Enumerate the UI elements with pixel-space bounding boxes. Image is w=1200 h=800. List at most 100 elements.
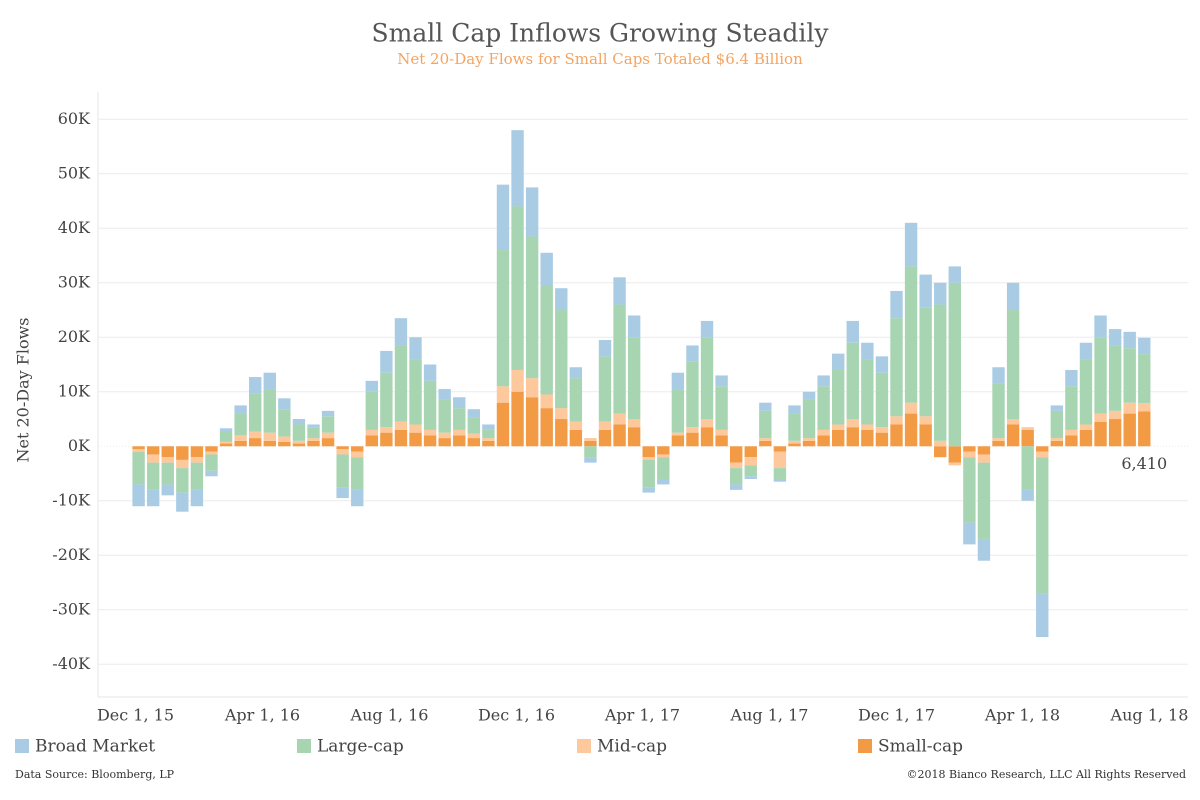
bar-segment	[759, 438, 772, 441]
bar-segment	[861, 359, 874, 425]
bar-segment	[409, 432, 422, 447]
bar-segment	[729, 446, 743, 463]
bar-segment	[307, 427, 320, 439]
bar-segment	[365, 380, 378, 392]
bar-segment	[409, 337, 422, 360]
bar-segment	[861, 429, 874, 447]
bar-segment	[1123, 402, 1136, 414]
x-tick-label: Apr 1, 17	[604, 706, 680, 725]
bar-segment	[759, 410, 772, 439]
bar-segment	[205, 451, 218, 455]
bar-segment	[234, 440, 247, 447]
bar-segment	[219, 443, 233, 447]
bar-segment	[773, 468, 787, 479]
bar-segment	[380, 350, 393, 373]
bar-segment	[584, 446, 597, 458]
bar-segment	[1021, 427, 1034, 430]
bar-segment	[1108, 329, 1122, 346]
x-tick-label: Dec 1, 17	[858, 706, 935, 725]
bar-segment	[627, 419, 641, 428]
bar-segment	[409, 359, 422, 425]
bar-segment	[729, 462, 743, 469]
bar-segment	[802, 391, 816, 400]
bar-segment	[788, 443, 801, 447]
bar-segment	[627, 315, 641, 338]
bar-segment	[438, 438, 451, 447]
bar-segment	[365, 391, 378, 430]
bar-segment	[249, 438, 262, 447]
bar-segment	[569, 429, 583, 447]
bar-segment	[409, 424, 422, 433]
bar-segment	[817, 375, 830, 387]
bar-segment	[598, 339, 612, 357]
bar-segment	[832, 369, 845, 425]
bar-segment	[1079, 342, 1093, 360]
y-tick-label: -10K	[52, 490, 91, 509]
y-tick-label: 0K	[68, 436, 91, 455]
bar-segment	[132, 451, 145, 485]
bar-segment	[1138, 337, 1151, 355]
bar-segment	[190, 457, 204, 463]
bar-segment	[788, 405, 801, 414]
legend-swatch	[297, 739, 311, 753]
bar-segment	[613, 304, 626, 414]
bar-segment	[1094, 421, 1107, 447]
legend-label: Broad Market	[35, 737, 155, 757]
chart-subtitle: Net 20-Day Flows for Small Caps Totaled …	[397, 50, 803, 68]
bar-segment	[729, 468, 743, 485]
bar-segment	[1094, 337, 1107, 414]
bar-segment	[1050, 405, 1064, 411]
legend-swatch	[15, 739, 29, 753]
bar-segment	[569, 367, 583, 379]
bar-segment	[1138, 354, 1151, 404]
bar-segment	[525, 236, 539, 379]
bar-segment	[1123, 331, 1136, 349]
bar-segment	[846, 342, 859, 420]
bar-segment	[540, 252, 553, 286]
bar-segment	[875, 356, 889, 373]
bar-segment	[657, 446, 670, 455]
bar-segment	[890, 290, 903, 319]
bar-segment	[977, 446, 991, 455]
bar-segment	[336, 487, 349, 499]
bar-segment	[249, 377, 262, 394]
bar-segment	[321, 410, 335, 417]
bar-segment	[861, 342, 874, 360]
bar-segment	[1006, 310, 1020, 420]
bar-segment	[394, 318, 408, 346]
bar-segment	[715, 375, 728, 387]
bar-segment	[278, 441, 291, 447]
bar-segment	[1138, 403, 1151, 412]
bar-segment	[1036, 451, 1049, 458]
bar-segment	[948, 446, 961, 463]
y-tick-label: -20K	[52, 545, 91, 564]
x-tick-label: Aug 1, 17	[730, 706, 809, 725]
bar-segment	[584, 438, 597, 441]
bar-segment	[744, 476, 757, 479]
bar-segment	[132, 449, 145, 452]
bar-segment	[904, 413, 918, 447]
bar-segment	[934, 282, 947, 305]
bar-segment	[1065, 369, 1078, 387]
bar-segment	[161, 457, 174, 463]
bar-segment	[773, 451, 787, 469]
bar-segment	[977, 454, 991, 463]
chart-title: Small Cap Inflows Growing Steadily	[372, 19, 830, 48]
value-label: 6,410	[1121, 454, 1167, 473]
bar-segment	[511, 391, 524, 447]
bar-segment	[729, 484, 743, 490]
bar-segment	[948, 282, 961, 447]
bar-segment	[205, 470, 218, 477]
y-tick-label: 10K	[58, 381, 91, 400]
bar-segment	[351, 451, 364, 458]
bar-segment	[540, 285, 553, 395]
bar-segment	[948, 266, 961, 283]
bar-segment	[380, 372, 393, 428]
bar-segment	[496, 184, 510, 251]
bar-segment	[467, 409, 481, 418]
bar-segment	[759, 402, 772, 411]
bar-segment	[321, 438, 335, 447]
bar-segment	[176, 492, 189, 512]
bar-segment	[817, 435, 830, 447]
bar-segment	[1079, 424, 1093, 430]
